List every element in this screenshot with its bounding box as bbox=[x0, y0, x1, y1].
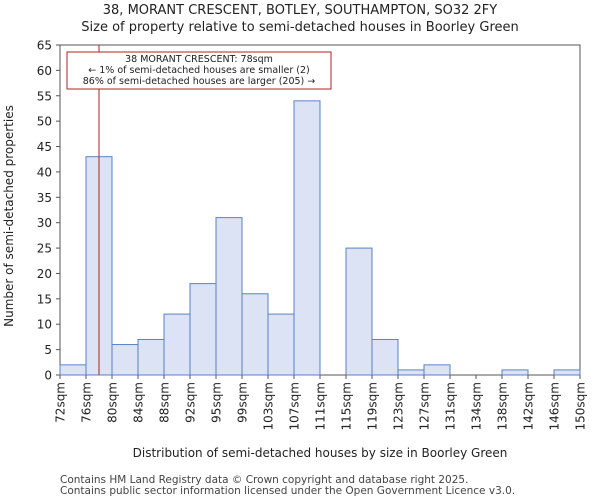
x-tick-label: 111sqm bbox=[314, 382, 328, 430]
y-tick-label: 25 bbox=[37, 242, 52, 256]
bar bbox=[371, 338, 399, 376]
x-tick-label: 92sqm bbox=[184, 382, 198, 423]
x-tick-label: 131sqm bbox=[444, 382, 458, 430]
bar bbox=[553, 369, 581, 376]
bar bbox=[397, 369, 425, 376]
x-tick-label: 142sqm bbox=[522, 382, 536, 430]
annotation-line: 86% of semi-detached houses are larger (… bbox=[83, 76, 316, 87]
x-tick-label: 88sqm bbox=[158, 382, 172, 423]
annotation-line: 38 MORANT CRESCENT: 78sqm bbox=[125, 54, 273, 65]
y-tick-label: 50 bbox=[37, 115, 52, 129]
y-tick-label: 60 bbox=[37, 64, 52, 78]
x-axis-label: Distribution of semi-detached houses by … bbox=[133, 446, 508, 460]
x-tick-label: 138sqm bbox=[496, 382, 510, 430]
x-tick-label: 134sqm bbox=[470, 382, 484, 430]
marker: 38 MORANT CRESCENT: 78sqm← 1% of semi-de… bbox=[66, 45, 332, 375]
bar bbox=[501, 369, 529, 376]
x-tick-label: 127sqm bbox=[418, 382, 432, 430]
y-tick-label: 40 bbox=[37, 165, 52, 179]
y-tick-label: 10 bbox=[37, 318, 52, 332]
x-tick-label: 119sqm bbox=[366, 382, 380, 430]
y-axis-label: Number of semi-detached properties bbox=[2, 105, 16, 327]
bars bbox=[59, 100, 581, 376]
x-tick-label: 99sqm bbox=[236, 382, 250, 423]
chart-subtitle: Size of property relative to semi-detach… bbox=[81, 20, 519, 35]
bar bbox=[241, 293, 269, 376]
bar bbox=[215, 217, 243, 376]
annotation-box bbox=[66, 51, 332, 90]
y-tick-label: 35 bbox=[37, 191, 52, 205]
bar bbox=[293, 100, 321, 376]
annotation-line: ← 1% of semi-detached houses are smaller… bbox=[88, 65, 309, 76]
x-tick-label: 84sqm bbox=[132, 382, 146, 423]
footer-line-2: Contains public sector information licen… bbox=[60, 485, 516, 497]
x-tick-label: 146sqm bbox=[548, 382, 562, 430]
y-tick-label: 15 bbox=[37, 292, 52, 306]
bar bbox=[163, 313, 191, 376]
x-tick-label: 72sqm bbox=[54, 382, 68, 423]
x-tick-label: 95sqm bbox=[210, 382, 224, 423]
y-tick-label: 45 bbox=[37, 140, 52, 154]
x-tick-label: 115sqm bbox=[340, 382, 354, 430]
x-axis: 72sqm 76sqm 80sqm 84sqm 88sqm 92sqm 95sqm 99sqm… bbox=[54, 375, 588, 430]
x-tick-label: 103sqm bbox=[262, 382, 276, 430]
y-tick-label: 5 bbox=[44, 343, 52, 357]
x-tick-label: 76sqm bbox=[80, 382, 94, 423]
x-tick-label: 123sqm bbox=[392, 382, 406, 430]
bar bbox=[423, 364, 451, 376]
bar bbox=[267, 313, 295, 376]
y-axis: 0 5 10 15 20 25 30 35 40 45 50 55 60 65 bbox=[37, 39, 60, 383]
x-tick-label: 80sqm bbox=[106, 382, 120, 423]
bar bbox=[189, 283, 217, 376]
x-tick-label: 150sqm bbox=[574, 382, 588, 430]
bar bbox=[111, 344, 139, 376]
bar bbox=[345, 247, 373, 376]
footer-line-1: Contains HM Land Registry data © Crown c… bbox=[60, 474, 469, 486]
bar bbox=[137, 338, 165, 376]
bar bbox=[59, 364, 87, 376]
y-tick-label: 30 bbox=[37, 216, 52, 230]
y-tick-label: 55 bbox=[37, 89, 52, 103]
x-tick-label: 107sqm bbox=[288, 382, 302, 430]
y-tick-label: 65 bbox=[37, 39, 52, 53]
y-tick-label: 20 bbox=[37, 267, 52, 281]
chart-title: 38, MORANT CRESCENT, BOTLEY, SOUTHAMPTON… bbox=[102, 3, 498, 18]
y-tick-label: 0 bbox=[44, 369, 52, 383]
